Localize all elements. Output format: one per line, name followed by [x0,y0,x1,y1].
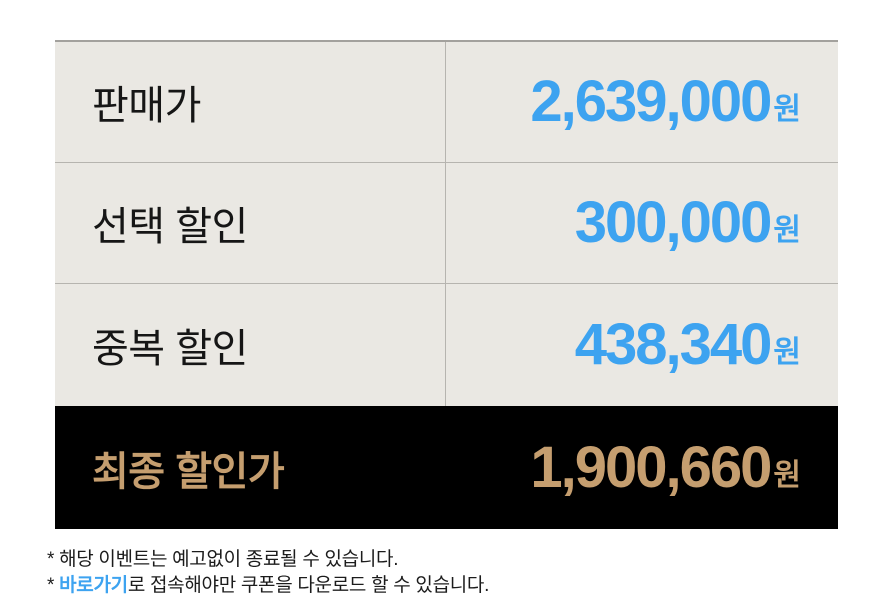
price-row-duplicate-discount: 중복 할인 438,340 원 [55,284,838,406]
row-label-duplicate-discount: 중복 할인 [92,327,248,371]
shortcut-link[interactable]: 바로가기 [59,575,128,596]
price-row-optional-discount: 선택 할인 300,000 원 [55,163,838,284]
currency-suffix: 원 [773,458,801,492]
currency-suffix: 원 [773,214,801,247]
price-table: 판매가 2,639,000 원 선택 할인 300,000 원 중복 할인 438,… [55,40,838,529]
currency-suffix: 원 [773,336,801,369]
footnote-suffix: 로 접속해야만 쿠폰을 다운로드 할 수 있습니다. [127,575,490,596]
amount-final-price: 1,900,660 [530,434,772,500]
row-value-duplicate-discount: 438,340 원 [445,284,838,406]
footnotes: * 해당 이벤트는 예고없이 종료될 수 있습니다. * 바로가기로 접속해야만… [47,547,489,599]
amount-optional-discount: 300,000 [574,190,773,255]
footnote-coupon-notice: * 바로가기로 접속해야만 쿠폰을 다운로드 할 수 있습니다. [47,573,489,599]
footnote-event-notice: * 해당 이벤트는 예고없이 종료될 수 있습니다. [47,549,399,570]
row-label-final-price: 최종 할인가 [92,449,285,494]
amount-duplicate-discount: 438,340 [574,312,773,377]
footnote-prefix: * [47,575,60,596]
row-value-final-price: 1,900,660 원 [445,406,838,529]
row-value-optional-discount: 300,000 원 [445,163,838,283]
row-label-optional-discount: 선택 할인 [92,205,248,249]
row-label-sale-price: 판매가 [92,84,201,128]
amount-sale-price: 2,639,000 [530,69,772,134]
currency-suffix: 원 [773,93,801,126]
price-row-sale: 판매가 2,639,000 원 [55,42,838,163]
row-value-sale-price: 2,639,000 원 [445,42,838,162]
price-row-final: 최종 할인가 1,900,660 원 [55,406,838,529]
